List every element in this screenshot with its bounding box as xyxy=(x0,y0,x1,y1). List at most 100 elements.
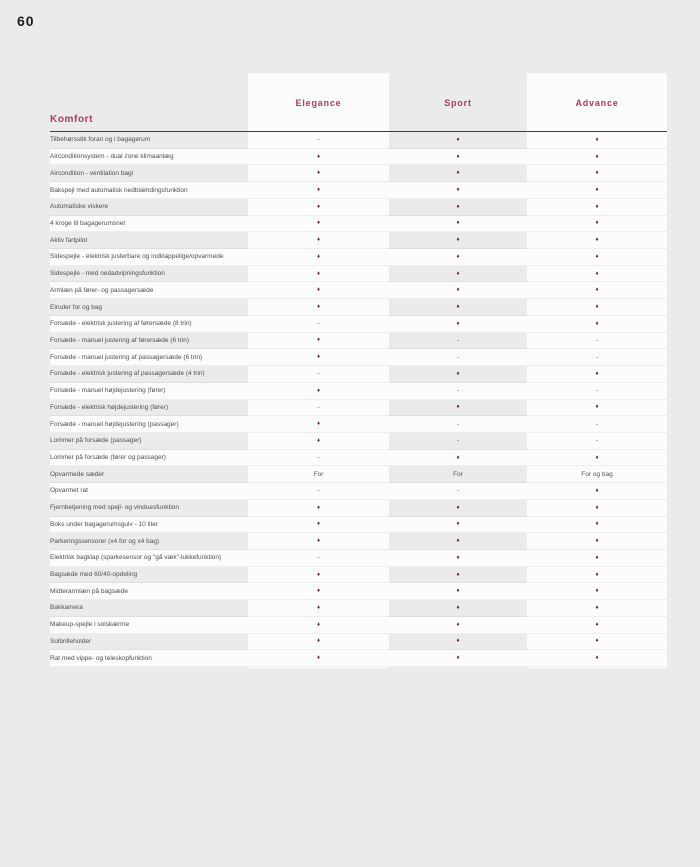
elegance-value: ♦ xyxy=(316,354,321,361)
advance-value: - xyxy=(595,353,599,361)
page-number: 60 xyxy=(17,13,35,29)
advance-value: ♦ xyxy=(595,521,599,528)
advance-value: ♦ xyxy=(595,621,599,628)
sport-value: ♦ xyxy=(456,237,460,244)
feature-label: Bakkamera xyxy=(50,604,83,612)
elegance-value: ♦ xyxy=(316,638,321,645)
feature-label: Elektrisk bagklap (sparkesensor og "gå v… xyxy=(50,554,222,562)
table-row: Bakkamera ♦ ♦ ♦ xyxy=(50,600,667,617)
table-row: Airconditionsystem - dual zone klimaanlæ… xyxy=(50,148,667,166)
advance-value: - xyxy=(595,387,599,395)
sport-value: ♦ xyxy=(456,220,460,227)
advance-value: ♦ xyxy=(595,136,599,143)
table-row: Boks under bagagerumsgulv - 10 liter ♦ ♦… xyxy=(50,516,667,534)
feature-label: Sidespejle - med nedadvipningsfunktion xyxy=(50,270,165,278)
advance-value: - xyxy=(595,437,599,445)
advance-value: ♦ xyxy=(595,588,599,595)
feature-label: Aircondition - ventilation bagi xyxy=(50,169,134,177)
feature-label: Bakspejl med automatisk nedblændingsfunk… xyxy=(50,186,188,194)
advance-value: ♦ xyxy=(595,253,599,260)
table-row: Armlæn på fører- og passagersæde ♦ ♦ ♦ xyxy=(50,282,667,300)
advance-value: ♦ xyxy=(595,404,599,411)
elegance-value: ♦ xyxy=(316,203,321,210)
sport-value: ♦ xyxy=(456,538,460,545)
sport-value: - xyxy=(456,353,460,361)
feature-label: Bagsæde med 60/40-opdeling xyxy=(50,571,138,579)
advance-value: ♦ xyxy=(595,604,599,611)
advance-value: ♦ xyxy=(595,203,599,210)
elegance-value: ♦ xyxy=(316,337,321,344)
elegance-value: - xyxy=(317,454,320,462)
feature-label: Midterarmlæn på bagsæde xyxy=(50,587,129,595)
feature-label: Opvarmede sæder xyxy=(50,470,105,478)
feature-label: Aktiv fartpilot xyxy=(50,236,88,244)
elegance-value: ♦ xyxy=(316,521,321,528)
advance-value: - xyxy=(595,420,599,428)
elegance-value: ♦ xyxy=(316,621,321,628)
column-header-advance: Advance xyxy=(575,98,619,108)
elegance-value: ♦ xyxy=(316,220,321,227)
elegance-value: ♦ xyxy=(316,153,321,160)
elegance-value: For xyxy=(313,470,324,478)
elegance-value: ♦ xyxy=(316,270,321,277)
table-row: Aktiv fartpilot ♦ ♦ ♦ xyxy=(50,232,667,250)
elegance-value: - xyxy=(317,136,320,144)
sport-value: - xyxy=(456,487,460,495)
table-row: Forsæde - elektrisk justering af passage… xyxy=(50,366,667,383)
feature-label: Opvarmet rat xyxy=(50,487,88,495)
sport-value: ♦ xyxy=(456,203,460,210)
feature-label: 4 kroge til bagagerumsnet xyxy=(50,219,126,227)
elegance-value: ♦ xyxy=(316,170,321,177)
sport-value: ♦ xyxy=(456,287,460,294)
feature-label: Lommer på forsæde (passager) xyxy=(50,437,142,445)
feature-label: Automatiske viskere xyxy=(50,203,109,211)
elegance-value: ♦ xyxy=(316,588,321,595)
advance-value: - xyxy=(595,336,599,344)
feature-label: Forsæde - manuel højdejustering (fører) xyxy=(50,387,166,395)
sport-value: ♦ xyxy=(456,604,460,611)
comparison-table: Tilbehørsstik foran og i bagagerum - ♦ ♦… xyxy=(50,131,667,667)
sport-value: ♦ xyxy=(456,136,460,143)
table-row: Elektrisk bagklap (sparkesensor og "gå v… xyxy=(50,549,667,567)
advance-value: ♦ xyxy=(595,304,599,311)
advance-value: ♦ xyxy=(595,287,599,294)
elegance-value: ♦ xyxy=(316,504,321,511)
sport-value: ♦ xyxy=(456,621,460,628)
table-row: Makeup-spejle i solskærme ♦ ♦ ♦ xyxy=(50,616,667,634)
table-row: Forsæde - elektrisk højdejustering (føre… xyxy=(50,400,667,417)
sport-value: ♦ xyxy=(456,187,460,194)
sport-value: ♦ xyxy=(456,170,460,177)
table-row: Forsæde - manuel højdejustering (fører) … xyxy=(50,382,667,400)
advance-value: ♦ xyxy=(595,638,599,645)
advance-value: ♦ xyxy=(595,454,599,461)
feature-label: Airconditionsystem - dual zone klimaanlæ… xyxy=(50,153,174,161)
feature-label: Forsæde - elektrisk justering af passage… xyxy=(50,370,205,378)
sport-value: ♦ xyxy=(456,320,460,327)
feature-label: Rat med vippe- og teleskopfunktion xyxy=(50,654,152,662)
sport-value: - xyxy=(456,336,460,344)
advance-value: ♦ xyxy=(595,554,599,561)
advance-value: ♦ xyxy=(595,170,599,177)
elegance-value: ♦ xyxy=(316,538,321,545)
feature-label: Armlæn på fører- og passagersæde xyxy=(50,286,154,294)
feature-label: Lommer på forsæde (fører og passager) xyxy=(50,454,166,462)
feature-label: Forsæde - manuel justering af passagersæ… xyxy=(50,353,203,361)
table-row: Lommer på forsæde (passager) ♦ - - xyxy=(50,433,667,450)
table-row: Lommer på forsæde (fører og passager) - … xyxy=(50,449,667,467)
elegance-value: ♦ xyxy=(316,287,321,294)
advance-value: ♦ xyxy=(595,237,599,244)
advance-value: ♦ xyxy=(595,153,599,160)
sport-value: ♦ xyxy=(456,638,460,645)
sport-value: ♦ xyxy=(456,404,460,411)
elegance-value: ♦ xyxy=(316,421,321,428)
advance-value: ♦ xyxy=(595,370,599,377)
advance-value: ♦ xyxy=(595,270,599,277)
advance-value: ♦ xyxy=(595,538,599,545)
advance-value: For og bag xyxy=(581,470,613,478)
elegance-value: - xyxy=(317,554,320,562)
elegance-column-background xyxy=(248,73,389,668)
sport-value: ♦ xyxy=(456,571,460,578)
sport-value: ♦ xyxy=(456,554,460,561)
elegance-value: ♦ xyxy=(316,655,321,662)
section-title: Komfort xyxy=(50,114,94,125)
